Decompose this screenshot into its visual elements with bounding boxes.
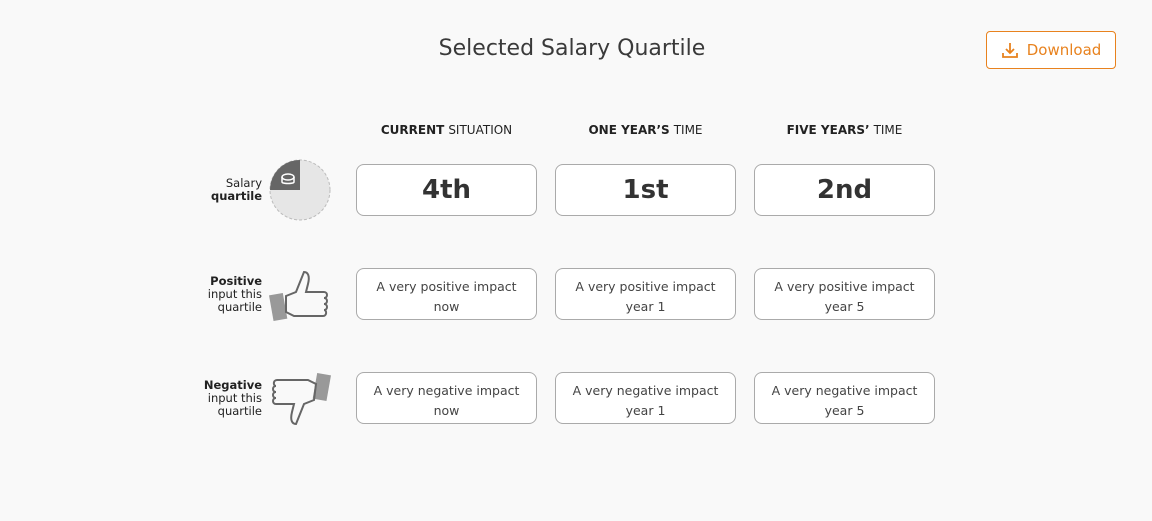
row-label-line: quartile <box>210 189 262 203</box>
title: Selected Salary Quartile <box>438 36 706 61</box>
row-label-line: Positive <box>210 273 262 288</box>
column-header-bold: FIVE YEARS’ <box>786 123 870 137</box>
row-label-line: Negative <box>203 377 262 392</box>
row-label-line: quartile <box>217 299 262 314</box>
row-label-line: input this <box>207 390 262 405</box>
cell: A very negative impact year 1 <box>555 372 736 424</box>
thumbs-down-icon <box>272 372 331 426</box>
cell: A very positive impact year 1 <box>555 268 736 320</box>
thumbs-up-icon <box>269 270 328 322</box>
cell: 2nd <box>754 164 935 216</box>
cell: 1st <box>555 164 736 216</box>
cell: A very negative impact now <box>356 372 537 424</box>
column-header-bold: ONE YEAR’S <box>588 123 670 137</box>
column-header-bold: CURRENT <box>380 123 445 137</box>
column-header: FIVE YEARS’ TIME <box>754 123 935 137</box>
row-label: Positive input this quartile <box>102 273 262 314</box>
row-label-line: Salary <box>225 176 262 190</box>
download-icon <box>1001 43 1018 58</box>
column-header: ONE YEAR’S TIME <box>555 123 736 137</box>
cell: 4th <box>356 164 537 216</box>
cell: A very positive impact year 5 <box>754 268 935 320</box>
column-header-rest: SITUATION <box>448 123 513 137</box>
row-label: Negative input this quartile <box>102 377 262 418</box>
download-label: Download <box>1026 41 1102 59</box>
row-label-line: quartile <box>217 403 262 418</box>
column-header-rest: TIME <box>673 123 703 137</box>
cell: A very positive impact now <box>356 268 537 320</box>
cell: A very negative impact year 5 <box>754 372 935 424</box>
column-header: CURRENT SITUATION <box>356 123 537 137</box>
download-button[interactable]: Download <box>986 31 1116 69</box>
row-label: Salary quartile <box>102 177 262 203</box>
column-header-rest: TIME <box>873 123 903 137</box>
quartile-icon <box>269 159 331 221</box>
row-label-line: input this <box>207 286 262 301</box>
